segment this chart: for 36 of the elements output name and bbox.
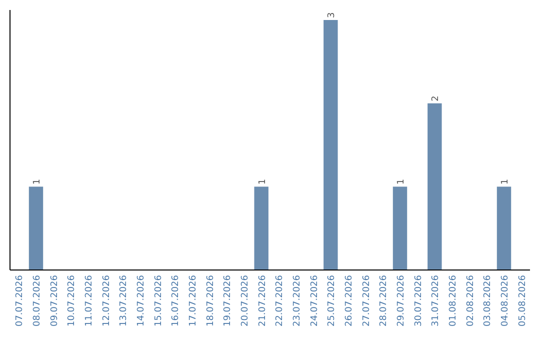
x-tick-label: 25.07.2026: [327, 274, 338, 327]
x-tick-label: 12.07.2026: [102, 274, 112, 327]
data-label: 1: [500, 178, 510, 185]
x-tick-label: 26.07.2026: [344, 274, 354, 327]
x-tick-label: 27.07.2026: [362, 274, 372, 327]
data-label: 3: [327, 12, 338, 18]
x-tick-label: 24.07.2026: [310, 274, 320, 327]
x-tick-label: 31.07.2026: [431, 274, 442, 327]
data-label: 1: [32, 178, 42, 185]
x-tick-label: 21.07.2026: [258, 274, 268, 327]
x-tick-label: 14.07.2026: [136, 274, 146, 327]
x-tick-label: 03.08.2026: [483, 274, 494, 327]
data-label: 1: [396, 178, 406, 185]
data-label: 1: [258, 178, 268, 185]
data-label: 2: [431, 96, 442, 102]
x-tick-label: 02.08.2026: [466, 274, 476, 327]
x-tick-label: 18.07.2026: [206, 274, 216, 327]
x-tick-label: 07.07.2026: [15, 274, 26, 327]
x-tick-label: 15.07.2026: [154, 274, 164, 327]
x-tick-label: 05.08.2026: [518, 274, 528, 327]
x-tick-label: 28.07.2026: [379, 274, 390, 327]
x-tick-label: 13.07.2026: [119, 274, 130, 327]
x-tick-label: 01.08.2026: [448, 274, 458, 327]
x-tick-label: 23.07.2026: [292, 274, 302, 327]
x-tick-label: 09.07.2026: [50, 274, 60, 327]
x-tick-label: 20.07.2026: [240, 274, 250, 327]
x-tick-label: 22.07.2026: [275, 274, 286, 327]
x-tick-label: 08.07.2026: [32, 274, 42, 327]
x-tick-label: 19.07.2026: [223, 274, 234, 327]
x-tick-label: 04.08.2026: [500, 274, 510, 327]
x-tick-label: 16.07.2026: [171, 274, 182, 327]
x-tick-label: 30.07.2026: [414, 274, 424, 327]
x-tick-label: 29.07.2026: [396, 274, 406, 327]
x-tick-label: 17.07.2026: [188, 274, 198, 327]
x-tick-label: 10.07.2026: [67, 274, 78, 327]
x-tick-label: 11.07.2026: [84, 274, 94, 327]
